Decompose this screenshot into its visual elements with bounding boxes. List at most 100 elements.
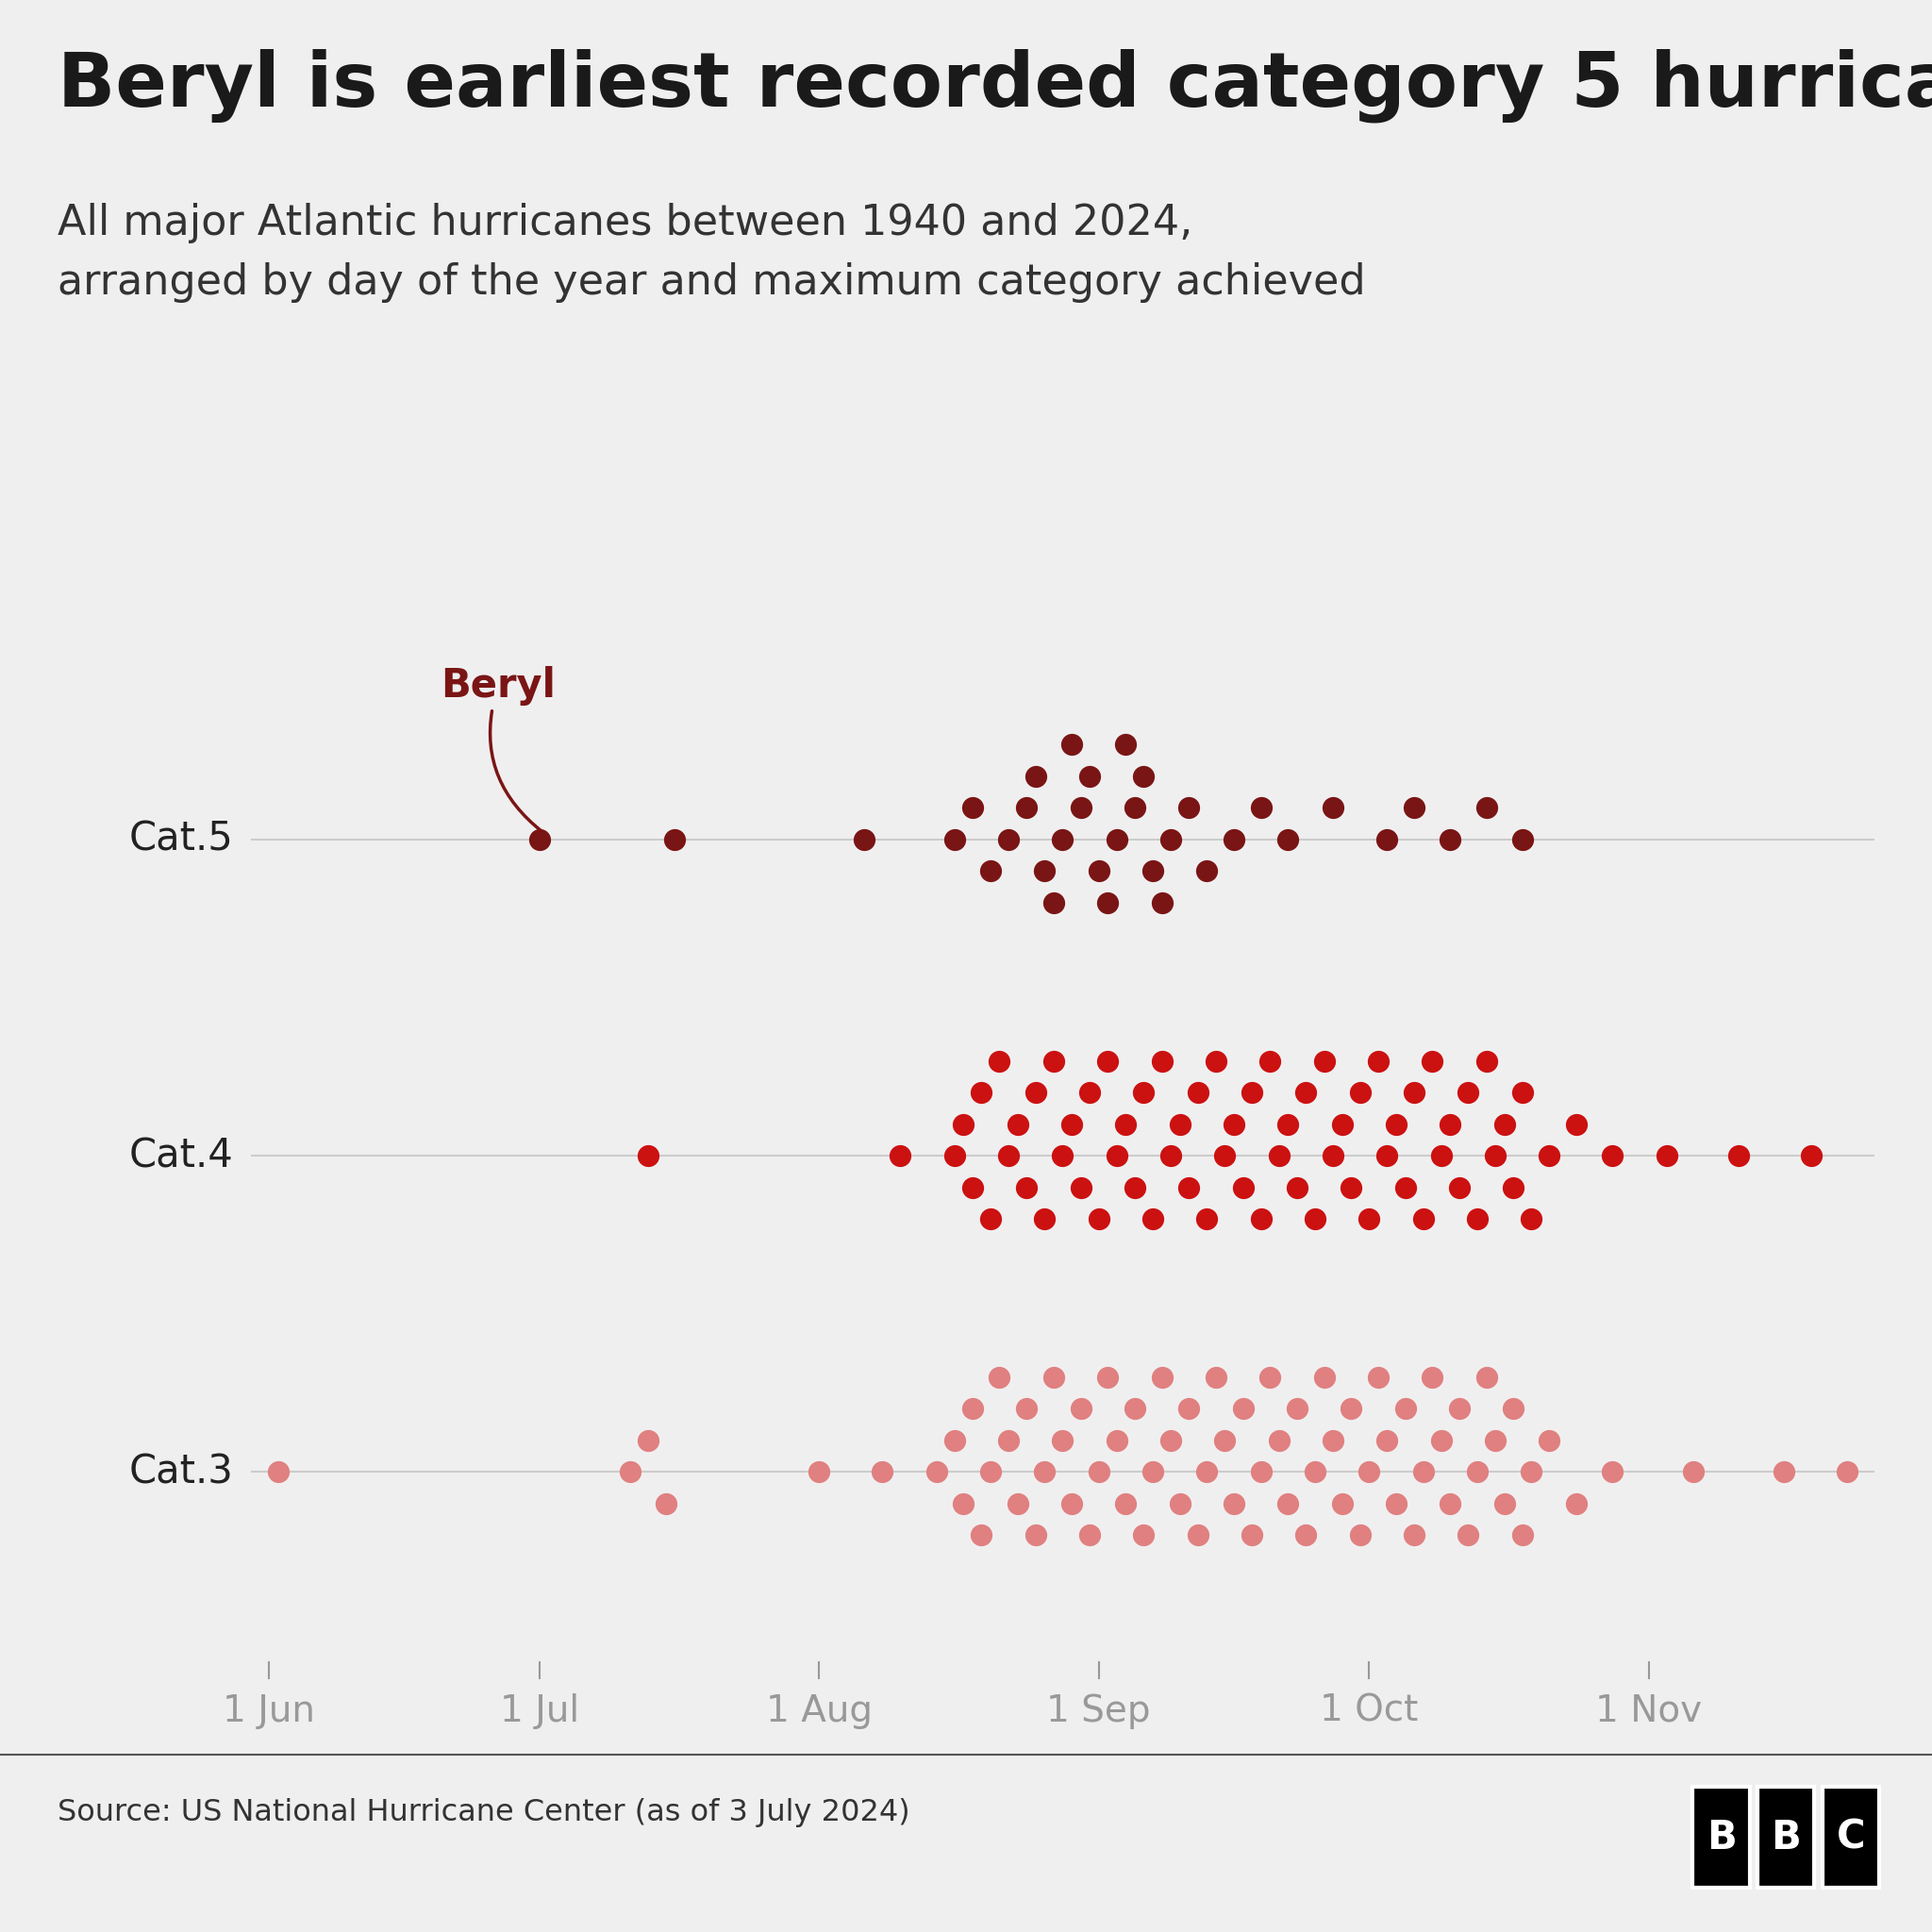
Point — [1138, 1204, 1169, 1235]
Point — [1517, 1457, 1548, 1488]
Point — [804, 1457, 835, 1488]
Point — [1246, 1204, 1277, 1235]
Point — [1173, 1393, 1204, 1424]
Point — [1165, 1109, 1196, 1140]
Point — [1192, 1457, 1223, 1488]
Point — [1372, 1140, 1403, 1171]
Point — [1128, 1520, 1159, 1551]
Point — [1480, 1424, 1511, 1455]
Point — [1497, 1173, 1528, 1204]
Point — [1037, 1362, 1068, 1393]
Point — [1362, 1362, 1393, 1393]
Point — [1003, 1109, 1034, 1140]
Point — [1003, 1488, 1034, 1519]
Point — [1291, 1520, 1321, 1551]
Point — [1389, 1173, 1420, 1204]
Point — [1308, 1045, 1339, 1076]
Point — [1182, 1076, 1213, 1107]
Point — [983, 1362, 1014, 1393]
Point — [1435, 1109, 1466, 1140]
Point — [1047, 1140, 1078, 1171]
Point — [993, 1424, 1024, 1455]
Point — [1219, 825, 1250, 856]
Point — [976, 856, 1007, 887]
Point — [1470, 1045, 1501, 1076]
Point — [1138, 856, 1169, 887]
Point — [939, 825, 970, 856]
Point — [1200, 1362, 1231, 1393]
Point — [1300, 1204, 1331, 1235]
Point — [1246, 792, 1277, 823]
Point — [1084, 1204, 1115, 1235]
Point — [1490, 1109, 1520, 1140]
Point — [1084, 1457, 1115, 1488]
Point — [1092, 1362, 1122, 1393]
Point — [1318, 1140, 1349, 1171]
Text: Cat.4: Cat.4 — [129, 1136, 234, 1175]
Point — [1832, 1457, 1862, 1488]
Point — [1010, 1173, 1041, 1204]
Point — [1111, 728, 1142, 759]
Bar — [1758, 1787, 1814, 1888]
Point — [1335, 1393, 1366, 1424]
Point — [1372, 1424, 1403, 1455]
Point — [1561, 1488, 1592, 1519]
Point — [1030, 856, 1061, 887]
Point — [1209, 1424, 1240, 1455]
Point — [1399, 792, 1430, 823]
Point — [1254, 1362, 1285, 1393]
Text: B: B — [1706, 1818, 1737, 1857]
Point — [1155, 1424, 1186, 1455]
Point — [1291, 1076, 1321, 1107]
Point — [1768, 1457, 1799, 1488]
Point — [1453, 1520, 1484, 1551]
Point — [1534, 1424, 1565, 1455]
Point — [939, 1424, 970, 1455]
Point — [1037, 887, 1068, 918]
Point — [1010, 1393, 1041, 1424]
Point — [976, 1204, 1007, 1235]
Point — [1345, 1520, 1376, 1551]
Text: Beryl: Beryl — [440, 667, 556, 831]
Point — [1281, 1393, 1312, 1424]
Text: Source: US National Hurricane Center (as of 3 July 2024): Source: US National Hurricane Center (as… — [58, 1797, 910, 1828]
Point — [1679, 1457, 1710, 1488]
Point — [1084, 856, 1115, 887]
Point — [1598, 1457, 1629, 1488]
Point — [1119, 1393, 1150, 1424]
Point — [1507, 825, 1538, 856]
Point — [949, 1488, 980, 1519]
Bar — [1822, 1787, 1880, 1888]
Point — [1057, 728, 1088, 759]
Point — [1155, 1140, 1186, 1171]
Point — [1354, 1204, 1385, 1235]
Point — [1453, 1076, 1484, 1107]
Point — [1057, 1109, 1088, 1140]
Point — [659, 825, 690, 856]
Point — [966, 1076, 997, 1107]
Point — [1426, 1424, 1457, 1455]
Point — [1146, 1045, 1177, 1076]
Point — [1318, 792, 1349, 823]
Point — [1281, 1173, 1312, 1204]
Point — [1182, 1520, 1213, 1551]
Point — [1372, 825, 1403, 856]
Point — [524, 825, 554, 856]
Bar — [1692, 1787, 1750, 1888]
Point — [1192, 856, 1223, 887]
Point — [1074, 1076, 1105, 1107]
Point — [1480, 1140, 1511, 1171]
Point — [956, 1173, 987, 1204]
Point — [1517, 1204, 1548, 1235]
Point — [1381, 1488, 1412, 1519]
Text: Cat.3: Cat.3 — [129, 1453, 234, 1492]
Point — [1200, 1045, 1231, 1076]
Point — [1065, 792, 1095, 823]
Point — [1138, 1457, 1169, 1488]
Point — [1463, 1457, 1493, 1488]
Point — [1057, 1488, 1088, 1519]
Point — [1254, 1045, 1285, 1076]
Point — [1101, 1140, 1132, 1171]
Point — [1300, 1457, 1331, 1488]
Point — [867, 1457, 898, 1488]
